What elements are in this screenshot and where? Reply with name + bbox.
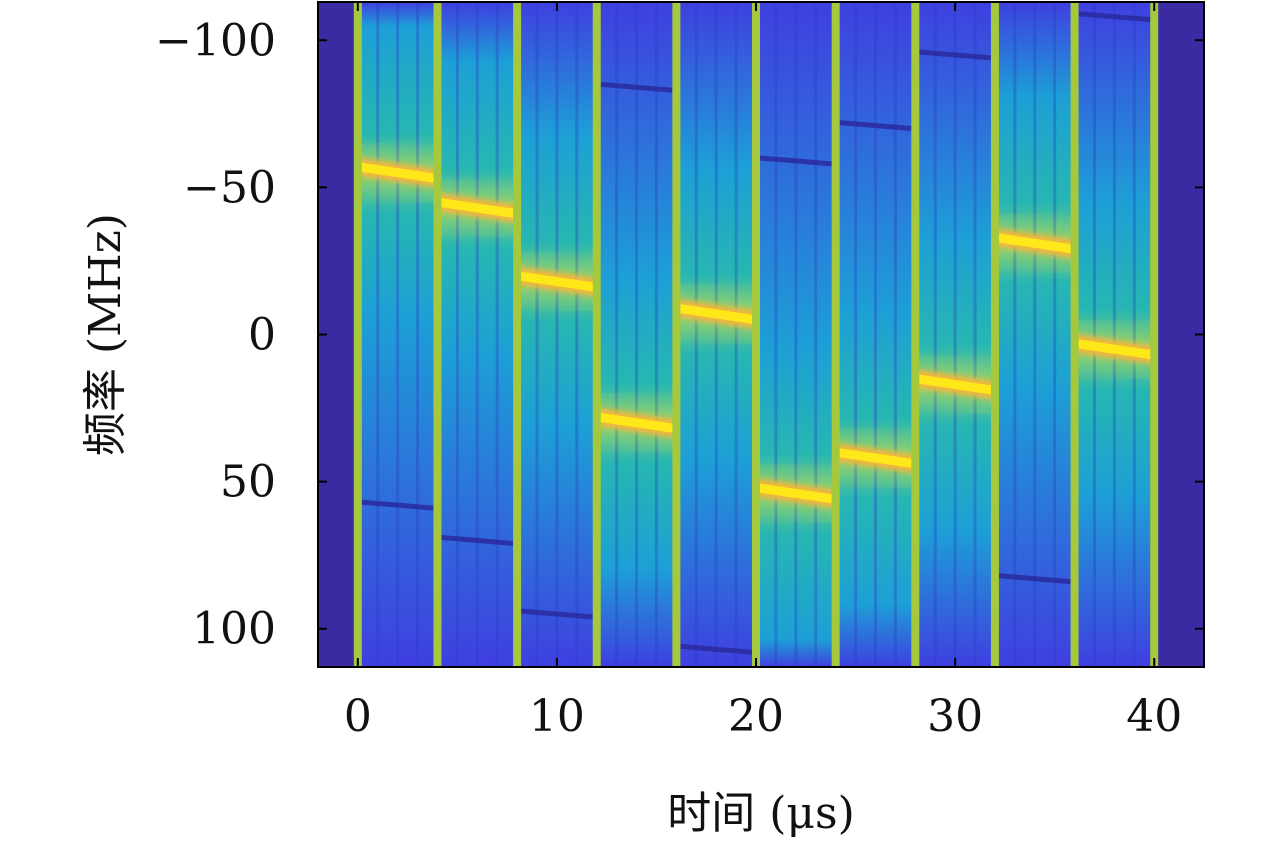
sidelobe-stripe xyxy=(475,2,479,667)
sidelobe-stripe xyxy=(893,2,897,667)
sidelobe-stripe xyxy=(396,2,400,667)
sidelobe-stripe xyxy=(694,2,698,667)
segment-fill xyxy=(357,2,438,667)
sidelobe-stripe xyxy=(615,2,619,667)
sidelobe-stripe xyxy=(635,2,639,667)
sidelobe-stripe xyxy=(854,2,858,667)
sidelobe-stripe xyxy=(973,2,977,667)
sidelobe-stripe xyxy=(933,2,937,667)
sidelobe-stripe xyxy=(1053,2,1057,667)
sidelobe-stripe xyxy=(953,2,957,667)
sidelobe-stripe xyxy=(1033,2,1037,667)
segment-boundary xyxy=(353,2,362,667)
chirp-band xyxy=(436,197,518,219)
notch-line xyxy=(520,608,593,620)
y-tick-labels: −100 −50 0 50 100 xyxy=(155,15,276,654)
sidelobe-stripe xyxy=(575,2,579,667)
x-tick-label: 40 xyxy=(1126,691,1182,742)
x-tick-labels: 0 10 20 30 40 xyxy=(344,691,1182,742)
segment-7 xyxy=(833,2,918,667)
notch-line xyxy=(361,499,434,511)
sidelobe-stripe xyxy=(794,2,798,667)
notch-line xyxy=(839,120,912,132)
segment-fill xyxy=(676,2,757,667)
y-tick-label: −50 xyxy=(183,162,276,213)
segment-fill xyxy=(915,2,995,667)
x-tick-label: 30 xyxy=(927,691,983,742)
notch-line xyxy=(998,573,1071,585)
segment-boundary xyxy=(433,2,442,667)
plot-area xyxy=(318,2,1204,667)
sidelobe-stripe xyxy=(1013,2,1017,667)
segment-boundary xyxy=(513,2,522,667)
sidelobe-stripe xyxy=(734,2,738,667)
segment-9 xyxy=(993,2,1077,667)
segment-2 xyxy=(435,2,520,667)
x-tick-label: 20 xyxy=(728,691,784,742)
x-axis-label: 时间 (μs) xyxy=(667,788,855,839)
sidelobe-stripe xyxy=(873,2,877,667)
notch-line xyxy=(600,81,673,93)
sidelobe-stripe xyxy=(654,2,658,667)
chirp-band xyxy=(516,271,598,292)
segment-6 xyxy=(754,2,838,667)
segment-fill xyxy=(437,2,518,667)
y-tick-label: 50 xyxy=(220,457,276,508)
segment-boundary xyxy=(752,2,761,667)
notch-line xyxy=(1078,11,1151,23)
segment-boundary xyxy=(1070,2,1079,667)
notch-line xyxy=(680,643,753,655)
tick-marks xyxy=(318,2,1204,667)
notch-line xyxy=(441,535,514,546)
segment-fill xyxy=(596,2,677,667)
y-tick-label: −100 xyxy=(155,15,276,66)
chirp-band xyxy=(1073,338,1155,360)
segment-fill xyxy=(994,2,1075,667)
segment-8 xyxy=(913,2,997,667)
segment-5 xyxy=(674,2,758,667)
sidelobe-stripe xyxy=(814,2,818,667)
segment-10 xyxy=(1072,2,1157,667)
chirp-band xyxy=(675,303,757,325)
segment-fill xyxy=(517,2,597,667)
chirp-band xyxy=(835,447,916,469)
x-tick-label: 10 xyxy=(529,691,585,742)
sidelobe-stripe xyxy=(1112,2,1116,667)
segment-boundary xyxy=(1150,2,1159,667)
chirp-band xyxy=(357,162,439,184)
y-tick-label: 100 xyxy=(192,604,276,655)
notch-line xyxy=(919,49,992,61)
plot-frame xyxy=(317,1,1205,668)
sidelobe-stripe xyxy=(416,2,420,667)
segment-boundary xyxy=(831,2,840,667)
segment-boundary xyxy=(990,2,999,667)
chirp-band xyxy=(596,412,678,434)
x-tick-label: 0 xyxy=(344,691,372,742)
chirp-band xyxy=(994,232,1076,254)
sidelobe-stripe xyxy=(1132,2,1136,667)
notch-line xyxy=(759,155,832,167)
segment-boundary xyxy=(911,2,920,667)
sidelobe-stripe xyxy=(774,2,778,667)
sidelobe-stripe xyxy=(455,2,459,667)
sidelobe-stripe xyxy=(714,2,718,667)
chirp-band xyxy=(755,483,837,504)
chirp-band xyxy=(914,374,996,395)
segment-fill xyxy=(756,2,836,667)
segment-1 xyxy=(355,2,440,667)
segment-3 xyxy=(515,2,599,667)
sidelobe-stripe xyxy=(495,2,499,667)
y-tick-label: 0 xyxy=(248,310,276,361)
segment-boundary xyxy=(592,2,601,667)
segment-4 xyxy=(594,2,679,667)
sidelobe-stripe xyxy=(555,2,559,667)
sidelobe-stripe xyxy=(376,2,380,667)
y-axis-label: 频率 (MHz) xyxy=(80,213,131,456)
segment-boundary xyxy=(672,2,681,667)
sidelobe-stripe xyxy=(535,2,539,667)
segment-fill xyxy=(835,2,916,667)
